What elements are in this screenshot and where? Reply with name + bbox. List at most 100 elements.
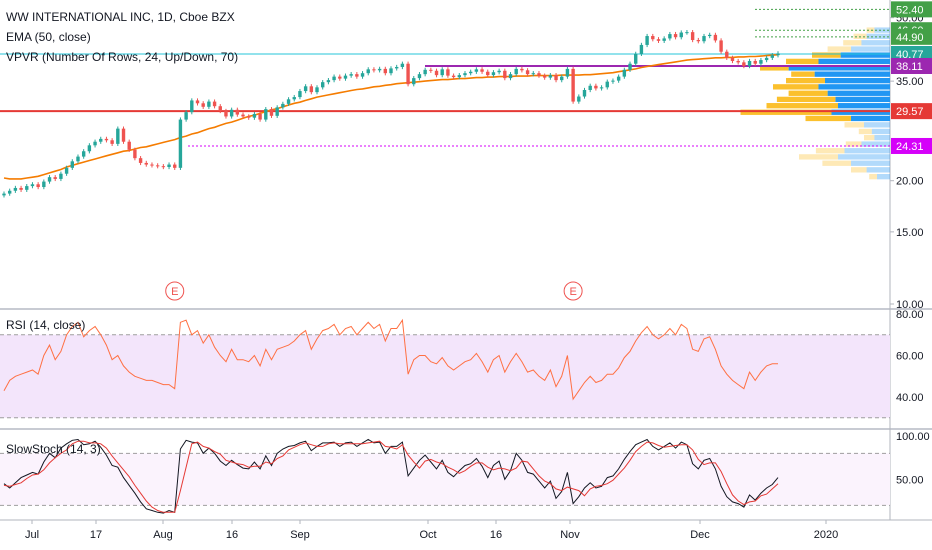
candle-body (258, 113, 262, 120)
candle-body (292, 97, 296, 100)
ema-line (3, 53, 779, 180)
candle-body (446, 69, 450, 76)
candle-body (525, 70, 530, 75)
candle-body (47, 177, 52, 182)
candle-body (25, 186, 29, 190)
volume-profile-down-bar (805, 115, 851, 122)
ema-legend[interactable]: EMA (50, close) (6, 30, 91, 44)
candle-body (116, 128, 120, 144)
candle-body (571, 68, 575, 102)
volume-profile-down-bar (773, 84, 819, 90)
stoch-band (0, 453, 890, 506)
candle-body (389, 68, 393, 74)
rsi-axis-label: 40.00 (896, 392, 924, 404)
candle-body (212, 101, 217, 107)
time-axis-label: Sep (290, 529, 310, 541)
time-axis-label: 16 (490, 529, 502, 541)
volume-profile-up-bar (866, 33, 890, 39)
volume-profile-down-bar (858, 128, 872, 135)
volume-profile-up-bar (844, 148, 890, 154)
volume-profile-up-bar (818, 84, 890, 90)
candle-body (599, 87, 604, 89)
candle-body (99, 138, 103, 142)
volume-profile-down-bar (760, 65, 789, 71)
volume-profile-up-bar (838, 154, 890, 160)
volume-profile-down-bar (866, 27, 875, 33)
vpvr-legend[interactable]: VPVR (Number Of Rows, 24, Up/Down, 70) (6, 50, 239, 64)
stoch-axis-label: 50.00 (896, 474, 924, 486)
candle-body (668, 34, 672, 39)
volume-profile-up-bar (788, 65, 890, 71)
candle-body (776, 53, 780, 56)
candle-body (429, 69, 433, 71)
volume-profile-down-bar (851, 167, 867, 173)
symbol-title[interactable]: WW INTERNATIONAL INC, 1D, Cboe BZX (6, 10, 235, 24)
candle-body (104, 138, 109, 141)
volume-profile-down-bar (844, 122, 864, 128)
candle-body (76, 156, 80, 162)
candle-body (702, 36, 706, 42)
candle-body (622, 69, 627, 77)
candle-body (770, 55, 775, 58)
volume-profile-down-bar (822, 160, 851, 166)
candle-body (247, 116, 251, 118)
candle-body (321, 82, 325, 88)
candle-body (582, 89, 587, 97)
candle-body (13, 187, 18, 191)
candle-body (264, 109, 268, 120)
volume-profile-up-bar (874, 135, 890, 141)
volume-profile-up-bar (871, 128, 890, 135)
candle-body (497, 70, 501, 73)
candle-body (486, 71, 490, 76)
stoch-line-k (3, 438, 779, 514)
volume-profile-down-bar (845, 141, 862, 147)
candle-body (480, 69, 484, 72)
candle-body (764, 57, 769, 61)
volume-profile-up-bar (835, 96, 890, 103)
candle-body (229, 109, 234, 117)
candle-body (554, 75, 558, 81)
candle-body (747, 60, 752, 67)
candle-body (275, 107, 279, 116)
price-axis-label: 20.00 (896, 176, 924, 188)
candle-body (708, 34, 712, 37)
price-axis-label: 10.00 (896, 299, 924, 311)
candle-body (628, 63, 632, 70)
candle-body (235, 109, 240, 115)
candle-body (491, 72, 496, 76)
candle-body (753, 60, 757, 64)
candle-body (161, 166, 166, 168)
volume-profile-down-bar (788, 90, 828, 96)
volume-profile-down-bar (815, 148, 845, 154)
candle-body (713, 34, 718, 41)
candle-body (167, 164, 171, 168)
rsi-legend[interactable]: RSI (14, close) (6, 318, 86, 332)
candle-body (110, 140, 114, 144)
candle-body (645, 36, 649, 45)
time-axis-label: Dec (690, 529, 710, 541)
candle-body (725, 51, 729, 58)
candle-body (281, 103, 285, 108)
candle-body (434, 70, 439, 76)
stoch-line-d (3, 440, 779, 513)
candle-body (332, 76, 336, 81)
candle-body (127, 141, 131, 150)
time-axis-label: Jul (25, 529, 39, 541)
price-axis-label: 15.00 (896, 227, 924, 239)
candle-body (560, 76, 564, 81)
candle-body (315, 87, 319, 93)
candle-body (696, 40, 701, 42)
candle-body (144, 162, 148, 165)
rsi-axis-label: 60.00 (896, 351, 924, 363)
candle-body (64, 167, 69, 174)
volume-profile-up-bar (851, 115, 890, 122)
volume-profile-down-bar (740, 109, 832, 115)
earnings-marker-label: E (569, 286, 576, 298)
price-axis-label: 35.00 (896, 76, 924, 88)
stoch-legend[interactable]: SlowStoch (14, 3) (6, 442, 101, 456)
candle-body (656, 39, 661, 41)
price-label-text: 44.90 (896, 32, 924, 44)
time-axis-label: Oct (419, 529, 436, 541)
candle-body (241, 114, 245, 117)
